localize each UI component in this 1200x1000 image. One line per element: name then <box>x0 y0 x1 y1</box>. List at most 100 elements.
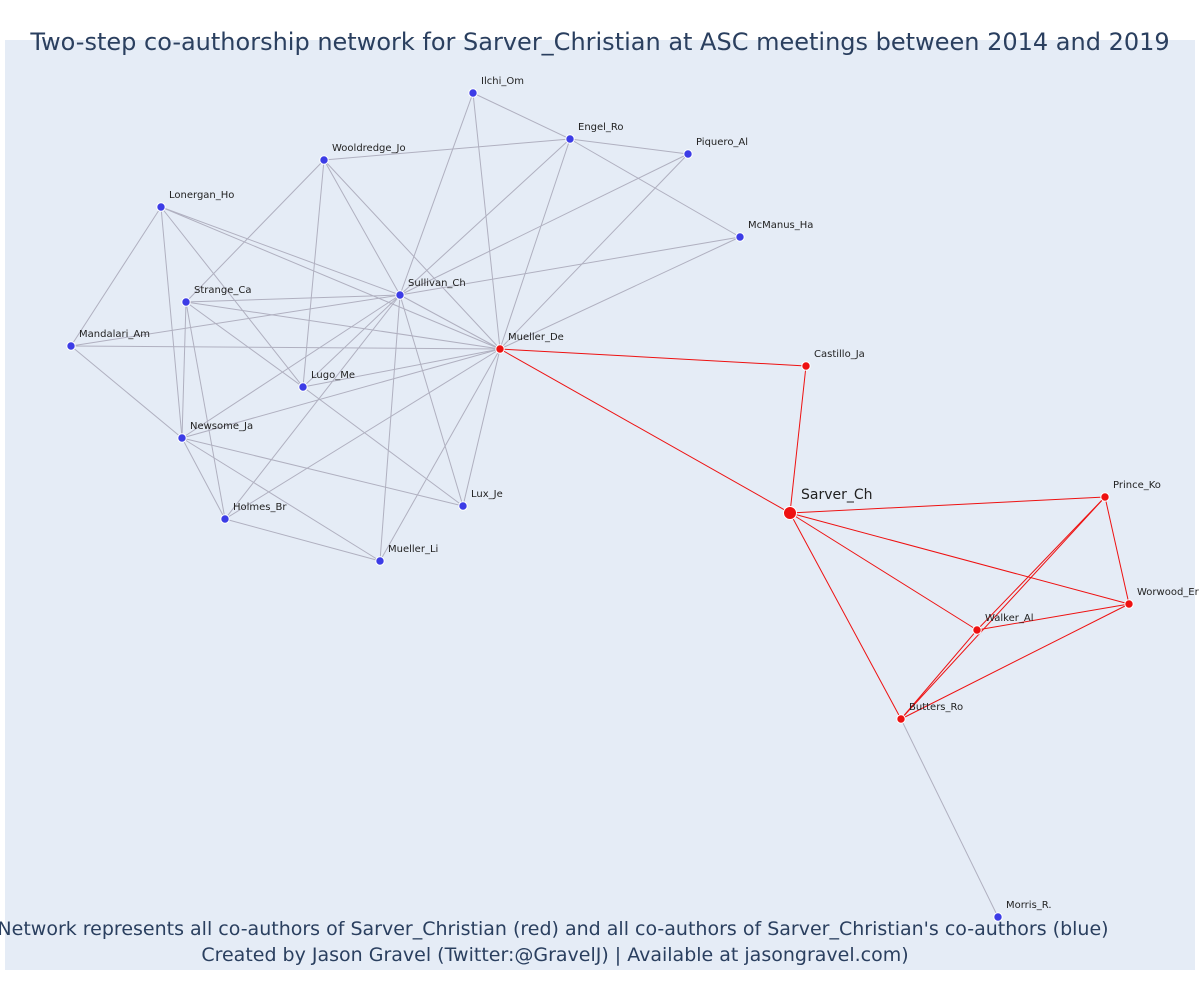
edge-Walker_Al-Butters_Ro <box>900 629 978 720</box>
edge-Lugo_Me-Sullivan_Ch <box>302 294 401 388</box>
caption-line-1: Network represents all co-authors of Sar… <box>0 918 1109 940</box>
edge-Strange_Ca-Mueller_De <box>185 301 501 350</box>
edge-Prince_Ko-Butters_Ro <box>900 496 1106 720</box>
node-Ilchi_Om[interactable] <box>468 88 478 98</box>
node-Mueller_Li[interactable] <box>375 556 385 566</box>
node-Mandalari_Am[interactable] <box>66 341 76 351</box>
edge-layer <box>70 92 1130 918</box>
node-label-Butters_Ro: Butters_Ro <box>909 702 963 713</box>
edge-Newsome_Ja-Mueller_Li <box>181 437 381 562</box>
node-label-Lonergan_Ho: Lonergan_Ho <box>169 190 234 201</box>
edge-Holmes_Br-Mueller_Li <box>224 518 381 562</box>
node-Newsome_Ja[interactable] <box>177 433 187 443</box>
node-label-Morris_R: Morris_R. <box>1006 900 1052 911</box>
edge-Piquero_Al-Sullivan_Ch <box>399 153 689 296</box>
edge-Worwood_Er-Butters_Ro <box>900 603 1130 720</box>
node-Morris_R[interactable] <box>993 912 1003 922</box>
node-McManus_Ha[interactable] <box>735 232 745 242</box>
node-label-Sarver_Ch: Sarver_Ch <box>801 487 873 503</box>
node-label-Prince_Ko: Prince_Ko <box>1113 480 1161 491</box>
node-label-Lux_Je: Lux_Je <box>471 489 503 500</box>
node-label-Walker_Al: Walker_Al <box>985 613 1033 624</box>
edge-Ilchi_Om-Sullivan_Ch <box>399 92 474 296</box>
edge-Lonergan_Ho-Newsome_Ja <box>160 206 183 439</box>
node-Mueller_De[interactable] <box>495 344 505 354</box>
edge-Wooldredge_Jo-Mueller_De <box>323 159 501 350</box>
edge-Mandalari_Am-Mueller_De <box>70 345 501 350</box>
node-Castillo_Ja[interactable] <box>801 361 811 371</box>
edge-Butters_Ro-Morris_R <box>900 718 999 918</box>
edge-Sarver_Ch-Castillo_Ja <box>789 365 807 514</box>
chart-title: Two-step co-authorship network for Sarve… <box>30 28 1170 56</box>
edge-Holmes_Br-Mueller_De <box>224 348 501 520</box>
edge-Engel_Ro-Mueller_De <box>499 138 571 350</box>
edge-Lonergan_Ho-Lugo_Me <box>160 206 304 388</box>
node-label-Worwood_Er: Worwood_Er <box>1137 587 1200 598</box>
node-Walker_Al[interactable] <box>972 625 982 635</box>
edge-Prince_Ko-Walker_Al <box>976 496 1106 631</box>
edge-Newsome_Ja-Sullivan_Ch <box>181 294 401 439</box>
node-Holmes_Br[interactable] <box>220 514 230 524</box>
edge-Prince_Ko-Worwood_Er <box>1104 496 1130 605</box>
plot-area <box>5 40 1195 970</box>
node-layer <box>66 88 1134 922</box>
node-Sullivan_Ch[interactable] <box>395 290 405 300</box>
edge-Newsome_Ja-Mueller_De <box>181 348 501 439</box>
edge-Mandalari_Am-Sullivan_Ch <box>70 294 401 347</box>
node-Wooldredge_Jo[interactable] <box>319 155 329 165</box>
node-Butters_Ro[interactable] <box>896 714 906 724</box>
edge-Engel_Ro-Sullivan_Ch <box>399 138 571 296</box>
edge-Newsome_Ja-Lux_Je <box>181 437 464 507</box>
node-label-Lugo_Me: Lugo_Me <box>311 370 355 381</box>
caption-line-2: Created by Jason Gravel (Twitter:@Gravel… <box>201 944 909 966</box>
node-Engel_Ro[interactable] <box>565 134 575 144</box>
edge-Wooldredge_Jo-Sullivan_Ch <box>323 159 401 296</box>
node-label-Piquero_Al: Piquero_Al <box>696 137 748 148</box>
edge-McManus_Ha-Sullivan_Ch <box>399 236 741 296</box>
edge-Sarver_Ch-Worwood_Er <box>789 512 1130 605</box>
node-Worwood_Er[interactable] <box>1124 599 1134 609</box>
edge-Wooldredge_Jo-Strange_Ca <box>185 159 325 303</box>
edge-Lugo_Me-Lux_Je <box>302 386 464 507</box>
node-label-Mueller_De: Mueller_De <box>508 332 564 343</box>
node-label-Engel_Ro: Engel_Ro <box>578 122 624 133</box>
node-label-Sullivan_Ch: Sullivan_Ch <box>408 278 466 289</box>
edge-Ilchi_Om-Engel_Ro <box>472 92 571 140</box>
node-Sarver_Ch[interactable] <box>783 506 797 520</box>
node-Strange_Ca[interactable] <box>181 297 191 307</box>
node-label-Mandalari_Am: Mandalari_Am <box>79 329 150 340</box>
edge-Sarver_Ch-Walker_Al <box>789 512 978 631</box>
edge-Sarver_Ch-Prince_Ko <box>789 496 1106 514</box>
edge-Wooldredge_Jo-Lugo_Me <box>302 159 325 388</box>
node-label-Holmes_Br: Holmes_Br <box>233 502 287 513</box>
edge-Lonergan_Ho-Sullivan_Ch <box>160 206 401 296</box>
edge-Strange_Ca-Lugo_Me <box>185 301 304 388</box>
edge-Lugo_Me-Mueller_De <box>302 348 501 388</box>
node-Prince_Ko[interactable] <box>1100 492 1110 502</box>
node-label-Wooldredge_Jo: Wooldredge_Jo <box>332 143 406 154</box>
edge-Mueller_De-Mueller_Li <box>379 348 501 562</box>
node-Lonergan_Ho[interactable] <box>156 202 166 212</box>
node-Lugo_Me[interactable] <box>298 382 308 392</box>
node-label-Newsome_Ja: Newsome_Ja <box>190 421 253 432</box>
edge-Sullivan_Ch-Mueller_Li <box>379 294 401 562</box>
edge-McManus_Ha-Mueller_De <box>499 236 741 350</box>
node-Piquero_Al[interactable] <box>683 149 693 159</box>
node-label-Mueller_Li: Mueller_Li <box>388 544 438 555</box>
node-label-Castillo_Ja: Castillo_Ja <box>814 349 865 360</box>
edge-Piquero_Al-Mueller_De <box>499 153 689 350</box>
node-label-McManus_Ha: McManus_Ha <box>748 220 813 231</box>
label-layer: Sarver_Ch Mueller_De Castillo_Ja Prince_Ko W… <box>79 76 1200 911</box>
edge-Sarver_Ch-Mueller_De <box>499 348 791 514</box>
node-label-Strange_Ca: Strange_Ca <box>194 285 251 296</box>
edge-Strange_Ca-Sullivan_Ch <box>185 294 401 303</box>
node-Lux_Je[interactable] <box>458 501 468 511</box>
edge-Lonergan_Ho-Mueller_De <box>160 206 501 350</box>
edge-Mandalari_Am-Newsome_Ja <box>70 345 183 439</box>
edge-Sullivan_Ch-Lux_Je <box>399 294 464 507</box>
edge-Lonergan_Ho-Mandalari_Am <box>70 206 162 347</box>
edge-Engel_Ro-Wooldredge_Jo <box>323 138 571 161</box>
edge-Worwood_Er-Walker_Al <box>976 603 1130 631</box>
edge-Mueller_De-Lux_Je <box>462 348 501 507</box>
